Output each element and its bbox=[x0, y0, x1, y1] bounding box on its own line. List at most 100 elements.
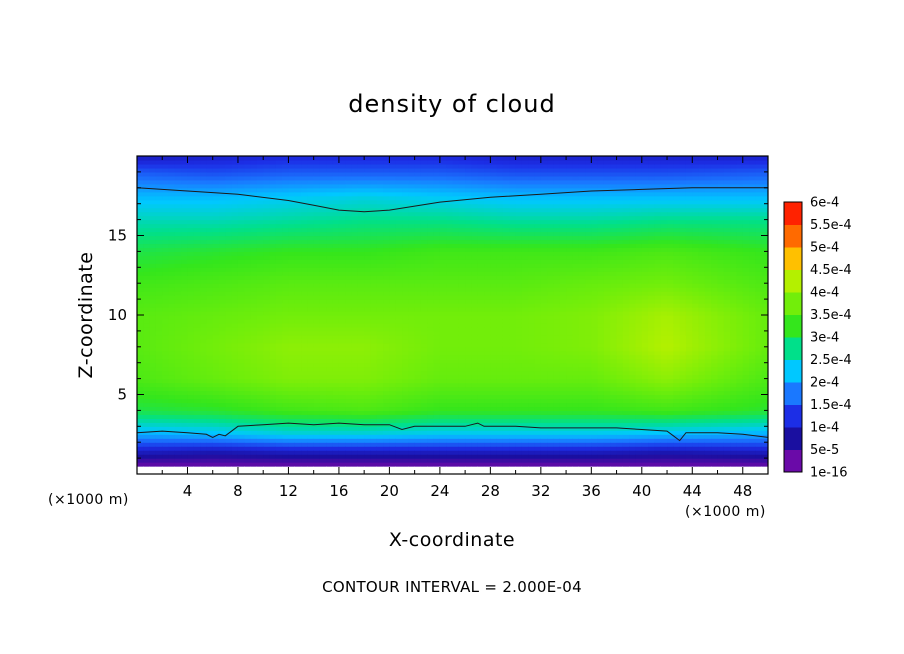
field-cell bbox=[521, 303, 529, 308]
field-cell bbox=[231, 215, 239, 221]
field-cell bbox=[237, 283, 245, 288]
field-cell bbox=[301, 171, 308, 177]
field-cell bbox=[477, 203, 485, 209]
field-cell bbox=[389, 235, 397, 241]
field-cell bbox=[174, 406, 182, 411]
field-cell bbox=[206, 251, 214, 256]
field-cell bbox=[477, 402, 485, 408]
field-cell bbox=[332, 378, 340, 384]
field-cell bbox=[294, 358, 302, 364]
field-cell bbox=[465, 334, 473, 340]
field-cell bbox=[490, 330, 498, 336]
field-cell bbox=[275, 390, 283, 396]
field-cell bbox=[357, 183, 365, 189]
field-cell bbox=[181, 374, 189, 380]
field-cell bbox=[477, 374, 485, 380]
field-cell bbox=[370, 418, 378, 423]
field-cell bbox=[193, 159, 201, 165]
field-cell bbox=[212, 191, 220, 197]
field-cell bbox=[364, 275, 372, 280]
field-cell bbox=[395, 179, 403, 185]
field-cell bbox=[452, 446, 460, 451]
field-cell bbox=[187, 382, 195, 388]
field-cell bbox=[319, 446, 327, 451]
field-cell bbox=[477, 322, 485, 328]
field-cell bbox=[307, 183, 315, 189]
field-cell bbox=[200, 251, 208, 256]
field-cell bbox=[528, 406, 536, 411]
field-cell bbox=[427, 446, 435, 451]
field-cell bbox=[219, 211, 226, 217]
field-cell bbox=[338, 271, 346, 276]
field-cell bbox=[282, 330, 290, 336]
field-cell bbox=[155, 215, 163, 221]
field-cell bbox=[402, 330, 409, 336]
field-cell bbox=[332, 382, 340, 388]
field-cell bbox=[509, 211, 517, 217]
field-cell bbox=[338, 418, 346, 423]
field-cell bbox=[282, 454, 290, 459]
field-cell bbox=[269, 251, 277, 256]
field-cell bbox=[137, 342, 144, 348]
field-cell bbox=[332, 390, 340, 396]
field-cell bbox=[351, 271, 359, 276]
field-cell bbox=[319, 434, 327, 439]
field-cell bbox=[345, 410, 353, 415]
field-cell bbox=[433, 374, 441, 380]
field-cell bbox=[269, 462, 277, 467]
field-cell bbox=[137, 307, 144, 312]
field-cell bbox=[509, 303, 517, 308]
field-cell bbox=[408, 402, 416, 408]
field-cell bbox=[515, 362, 523, 368]
field-cell bbox=[433, 247, 441, 252]
field-cell bbox=[219, 318, 226, 324]
field-cell bbox=[452, 454, 460, 459]
field-cell bbox=[143, 295, 151, 300]
field-cell bbox=[288, 271, 296, 276]
field-cell bbox=[484, 330, 491, 336]
field-cell bbox=[250, 251, 258, 256]
field-cell bbox=[395, 362, 403, 368]
field-cell bbox=[484, 223, 491, 229]
field-cell bbox=[402, 438, 409, 443]
field-cell bbox=[490, 207, 498, 213]
field-cell bbox=[446, 156, 454, 161]
field-cell bbox=[181, 462, 189, 467]
field-cell bbox=[496, 422, 504, 427]
field-cell bbox=[370, 402, 378, 408]
field-cell bbox=[143, 470, 151, 474]
field-cell bbox=[370, 470, 378, 474]
field-cell bbox=[212, 326, 220, 332]
field-cell bbox=[338, 326, 346, 332]
field-cell bbox=[345, 227, 353, 233]
field-cell bbox=[452, 247, 460, 252]
field-cell bbox=[458, 362, 466, 368]
field-cell bbox=[376, 179, 384, 185]
field-cell bbox=[326, 287, 334, 292]
field-cell bbox=[326, 422, 334, 427]
field-cell bbox=[162, 354, 170, 360]
field-cell bbox=[326, 338, 334, 344]
field-cell bbox=[521, 215, 529, 221]
field-cell bbox=[465, 215, 473, 221]
field-cell bbox=[137, 378, 144, 384]
field-cell bbox=[174, 422, 182, 427]
field-cell bbox=[509, 223, 517, 229]
field-cell bbox=[439, 374, 447, 380]
field-cell bbox=[149, 354, 157, 360]
field-cell bbox=[250, 299, 258, 304]
field-cell bbox=[502, 283, 510, 288]
field-cell bbox=[439, 362, 447, 368]
field-cell bbox=[263, 406, 271, 411]
field-cell bbox=[269, 342, 277, 348]
field-cell bbox=[439, 386, 447, 392]
field-cell bbox=[174, 179, 182, 185]
field-cell bbox=[143, 303, 151, 308]
field-cell bbox=[219, 446, 226, 451]
field-cell bbox=[490, 386, 498, 392]
field-cell bbox=[143, 171, 151, 177]
field-cell bbox=[200, 322, 208, 328]
field-cell bbox=[515, 334, 523, 340]
field-cell bbox=[484, 243, 491, 249]
field-cell bbox=[155, 203, 163, 209]
